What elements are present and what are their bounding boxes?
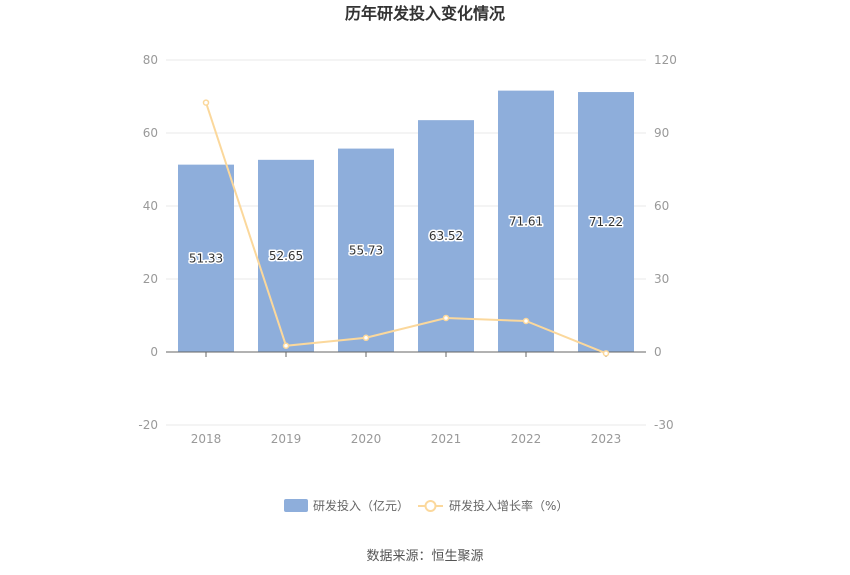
growth-point-2020[interactable]: [362, 334, 370, 342]
right-tick-label: 120: [654, 53, 677, 67]
left-tick-label: -20: [138, 418, 158, 432]
x-tick-label: 2018: [191, 432, 222, 446]
left-tick-label: 60: [143, 126, 158, 140]
growth-point-2021[interactable]: [442, 314, 450, 322]
left-tick-label: 40: [143, 199, 158, 213]
legend-bar-label[interactable]: 研发投入（亿元）: [313, 498, 409, 513]
bar-value-label: 55.73: [349, 243, 383, 257]
left-tick-label: 20: [143, 272, 158, 286]
right-tick-label: 60: [654, 199, 669, 213]
grid-lines: [166, 59, 646, 426]
growth-rate-line: [205, 102, 607, 355]
right-tick-label: 90: [654, 126, 669, 140]
left-tick-label: 80: [143, 53, 158, 67]
growth-point-2018[interactable]: [202, 99, 210, 106]
bar-labels: 51.33 52.65 55.73 63.52 71.61 71.22: [187, 213, 624, 267]
bar-value-label: 71.22: [589, 215, 623, 229]
bar-series: [178, 90, 634, 352]
bar-2023[interactable]: [578, 92, 634, 352]
x-tick-label: 2023: [591, 432, 622, 446]
right-axis: -30 0 30 60 90 120: [654, 53, 677, 432]
bar-value-label: 63.52: [429, 229, 463, 243]
bar-2019[interactable]: [258, 159, 314, 352]
line-series: [202, 99, 610, 357]
right-tick-label: -30: [654, 418, 674, 432]
left-tick-label: 0: [150, 345, 158, 359]
right-tick-label: 0: [654, 345, 662, 359]
legend-bar-swatch[interactable]: [284, 499, 308, 512]
legend[interactable]: 研发投入（亿元） 研发投入增长率（%）: [284, 498, 568, 513]
bar-2022[interactable]: [498, 90, 554, 352]
bar-value-label: 52.65: [269, 249, 303, 263]
bar-2020[interactable]: [338, 148, 394, 352]
x-axis: 2018 2019 2020 2021 2022 2023: [166, 351, 646, 446]
growth-point-2019[interactable]: [282, 342, 290, 349]
right-tick-label: 30: [654, 272, 669, 286]
left-axis: -20 0 20 40 60 80: [138, 53, 158, 432]
bar-2021[interactable]: [418, 120, 474, 352]
growth-point-2022[interactable]: [522, 317, 530, 325]
x-tick-label: 2020: [351, 432, 382, 446]
legend-line-label[interactable]: 研发投入增长率（%）: [449, 498, 568, 513]
bar-value-label: 51.33: [189, 251, 223, 265]
x-tick-label: 2019: [271, 432, 302, 446]
bar-2018[interactable]: [178, 164, 234, 352]
bar-value-label: 71.61: [509, 214, 543, 228]
source-note: 数据来源：恒生聚源: [366, 549, 483, 564]
x-tick-label: 2021: [431, 432, 462, 446]
growth-point-2023[interactable]: [602, 350, 610, 357]
chart-title: 历年研发投入变化情况: [345, 4, 505, 23]
x-tick-label: 2022: [511, 432, 542, 446]
legend-line-marker[interactable]: [424, 500, 437, 512]
